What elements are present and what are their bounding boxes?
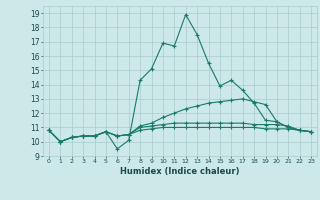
X-axis label: Humidex (Indice chaleur): Humidex (Indice chaleur) (120, 167, 240, 176)
